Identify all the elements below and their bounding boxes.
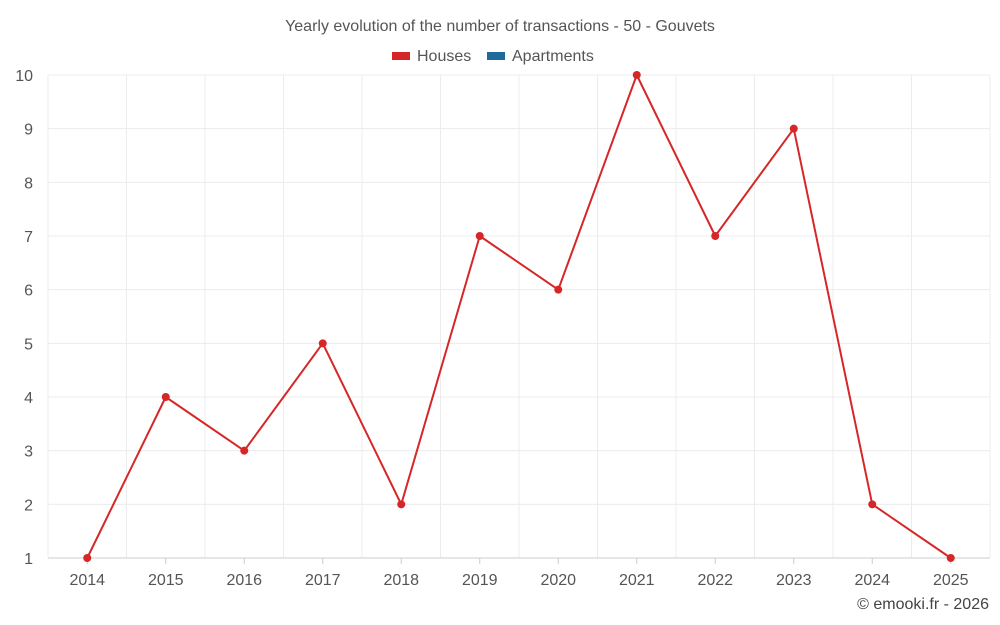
data-point-houses-2024[interactable] <box>868 500 877 509</box>
x-tick-label-2019: 2019 <box>462 572 498 589</box>
y-tick-label-1: 1 <box>24 551 33 568</box>
y-tick-label-5: 5 <box>24 336 33 353</box>
data-point-houses-2017[interactable] <box>318 339 327 348</box>
x-tick-label-2018: 2018 <box>383 572 419 589</box>
data-point-houses-2025[interactable] <box>946 554 955 562</box>
data-point-houses-2021[interactable] <box>632 71 641 79</box>
data-point-houses-2022[interactable] <box>711 232 720 240</box>
x-tick-label-2014: 2014 <box>69 572 105 589</box>
legend-label-houses: Houses <box>417 48 471 65</box>
y-tick-label-8: 8 <box>24 175 33 192</box>
y-tick-label-6: 6 <box>24 283 33 300</box>
legend: Houses Apartments <box>392 48 594 65</box>
x-tick-label-2016: 2016 <box>226 572 262 589</box>
x-tick-label-2025: 2025 <box>933 572 969 589</box>
y-tick-label-10: 10 <box>15 68 33 85</box>
legend-swatch-apartments <box>487 52 505 60</box>
series-line-houses <box>86 74 952 559</box>
x-tick-label-2023: 2023 <box>776 572 812 589</box>
data-point-houses-2020[interactable] <box>554 285 563 294</box>
data-point-houses-2016[interactable] <box>240 446 249 455</box>
y-tick-label-3: 3 <box>24 444 33 461</box>
legend-label-apartments: Apartments <box>512 48 594 65</box>
x-tick-label-2022: 2022 <box>697 572 733 589</box>
x-tick-label-2020: 2020 <box>540 572 576 589</box>
data-point-houses-2023[interactable] <box>789 124 798 133</box>
x-tick-label-2017: 2017 <box>305 572 341 589</box>
data-point-houses-2014[interactable] <box>83 554 92 562</box>
x-tick-label-2015: 2015 <box>148 572 184 589</box>
y-tick-label-9: 9 <box>24 122 33 139</box>
x-tick-label-2021: 2021 <box>619 572 655 589</box>
chart-title: Yearly evolution of the number of transa… <box>285 18 715 35</box>
y-tick-label-2: 2 <box>24 497 33 514</box>
y-tick-label-7: 7 <box>24 229 33 246</box>
data-point-houses-2015[interactable] <box>161 393 170 401</box>
data-point-houses-2018[interactable] <box>397 500 406 509</box>
series-houses <box>83 71 955 562</box>
legend-swatch-houses <box>392 52 410 60</box>
legend-item-apartments[interactable]: Apartments <box>487 48 594 65</box>
y-tick-label-4: 4 <box>24 390 33 407</box>
credit: © emooki.fr - 2026 <box>857 596 989 613</box>
data-point-houses-2019[interactable] <box>475 232 484 240</box>
x-tick-label-2024: 2024 <box>854 572 890 589</box>
axes: 1 2 3 4 5 6 7 8 9 10 2014 2015 2016 2017 2018 2019 2020 2… <box>15 68 990 589</box>
legend-item-houses[interactable]: Houses <box>392 48 471 65</box>
grid <box>47 74 991 558</box>
